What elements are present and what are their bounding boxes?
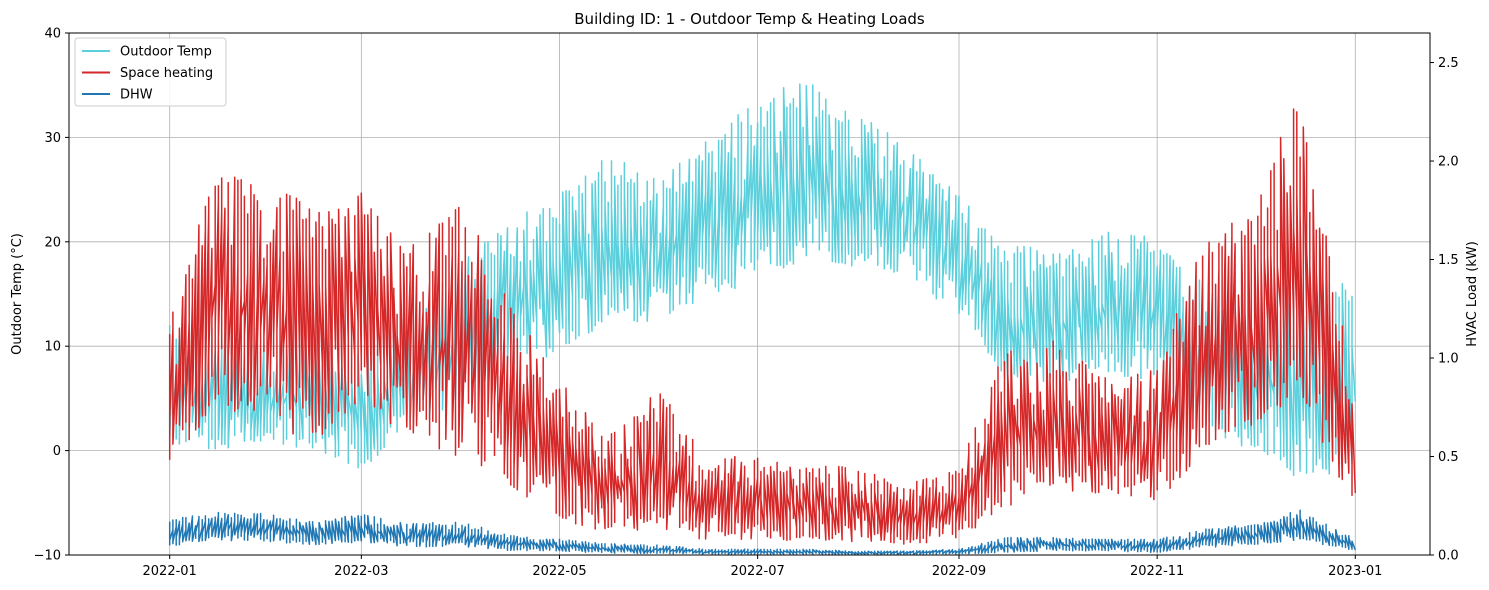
legend-label: DHW xyxy=(120,88,153,103)
x-tick-label: 2023-01 xyxy=(1328,564,1382,579)
y-right-tick-label: 0.0 xyxy=(1438,549,1459,564)
y-left-tick-label: 20 xyxy=(44,235,61,250)
y-left-tick-label: −10 xyxy=(34,549,61,564)
y-right-tick-label: 1.5 xyxy=(1438,253,1459,268)
y-axis-left-title: Outdoor Temp (°C) xyxy=(10,233,25,355)
plot-frame xyxy=(68,32,1431,556)
series-line-dhw xyxy=(168,509,1357,556)
series-line-outdoor-temp xyxy=(168,83,1357,476)
plot-series xyxy=(168,83,1357,556)
y-left-tick-label: 30 xyxy=(44,131,61,146)
x-tick-label: 2022-09 xyxy=(932,564,986,579)
legend-label: Outdoor Temp xyxy=(120,45,212,60)
y-left-tick-label: 10 xyxy=(44,340,61,355)
y-axis-right-title: HVAC Load (kW) xyxy=(1465,241,1480,347)
x-tick-label: 2022-11 xyxy=(1130,564,1184,579)
y-left-tick-label: 40 xyxy=(44,27,61,42)
x-axis: 2022-01 2022-03 2022-05 2022-07 2022-09 2022-… xyxy=(143,555,1382,579)
y-axis-right: 0.0 0.5 1.0 1.5 2.0 2.5 xyxy=(1430,56,1459,564)
legend-label: Space heating xyxy=(120,66,213,81)
y-right-tick-label: 0.5 xyxy=(1438,450,1459,465)
series-line-space-heating xyxy=(168,108,1357,545)
y-right-tick-label: 2.5 xyxy=(1438,56,1459,71)
chart-title: Building ID: 1 - Outdoor Temp & Heating … xyxy=(574,10,925,28)
y-right-tick-label: 1.0 xyxy=(1438,352,1459,367)
legend: Outdoor Temp Space heating DHW xyxy=(74,37,227,107)
y-axis-left: −10 0 10 20 30 40 xyxy=(34,27,69,564)
x-tick-label: 2022-03 xyxy=(334,564,388,579)
x-tick-label: 2022-01 xyxy=(143,564,197,579)
y-right-tick-label: 2.0 xyxy=(1438,155,1459,170)
legend-box xyxy=(74,37,227,107)
x-tick-label: 2022-05 xyxy=(532,564,586,579)
x-tick-label: 2022-07 xyxy=(730,564,784,579)
y-left-tick-label: 0 xyxy=(53,444,61,459)
